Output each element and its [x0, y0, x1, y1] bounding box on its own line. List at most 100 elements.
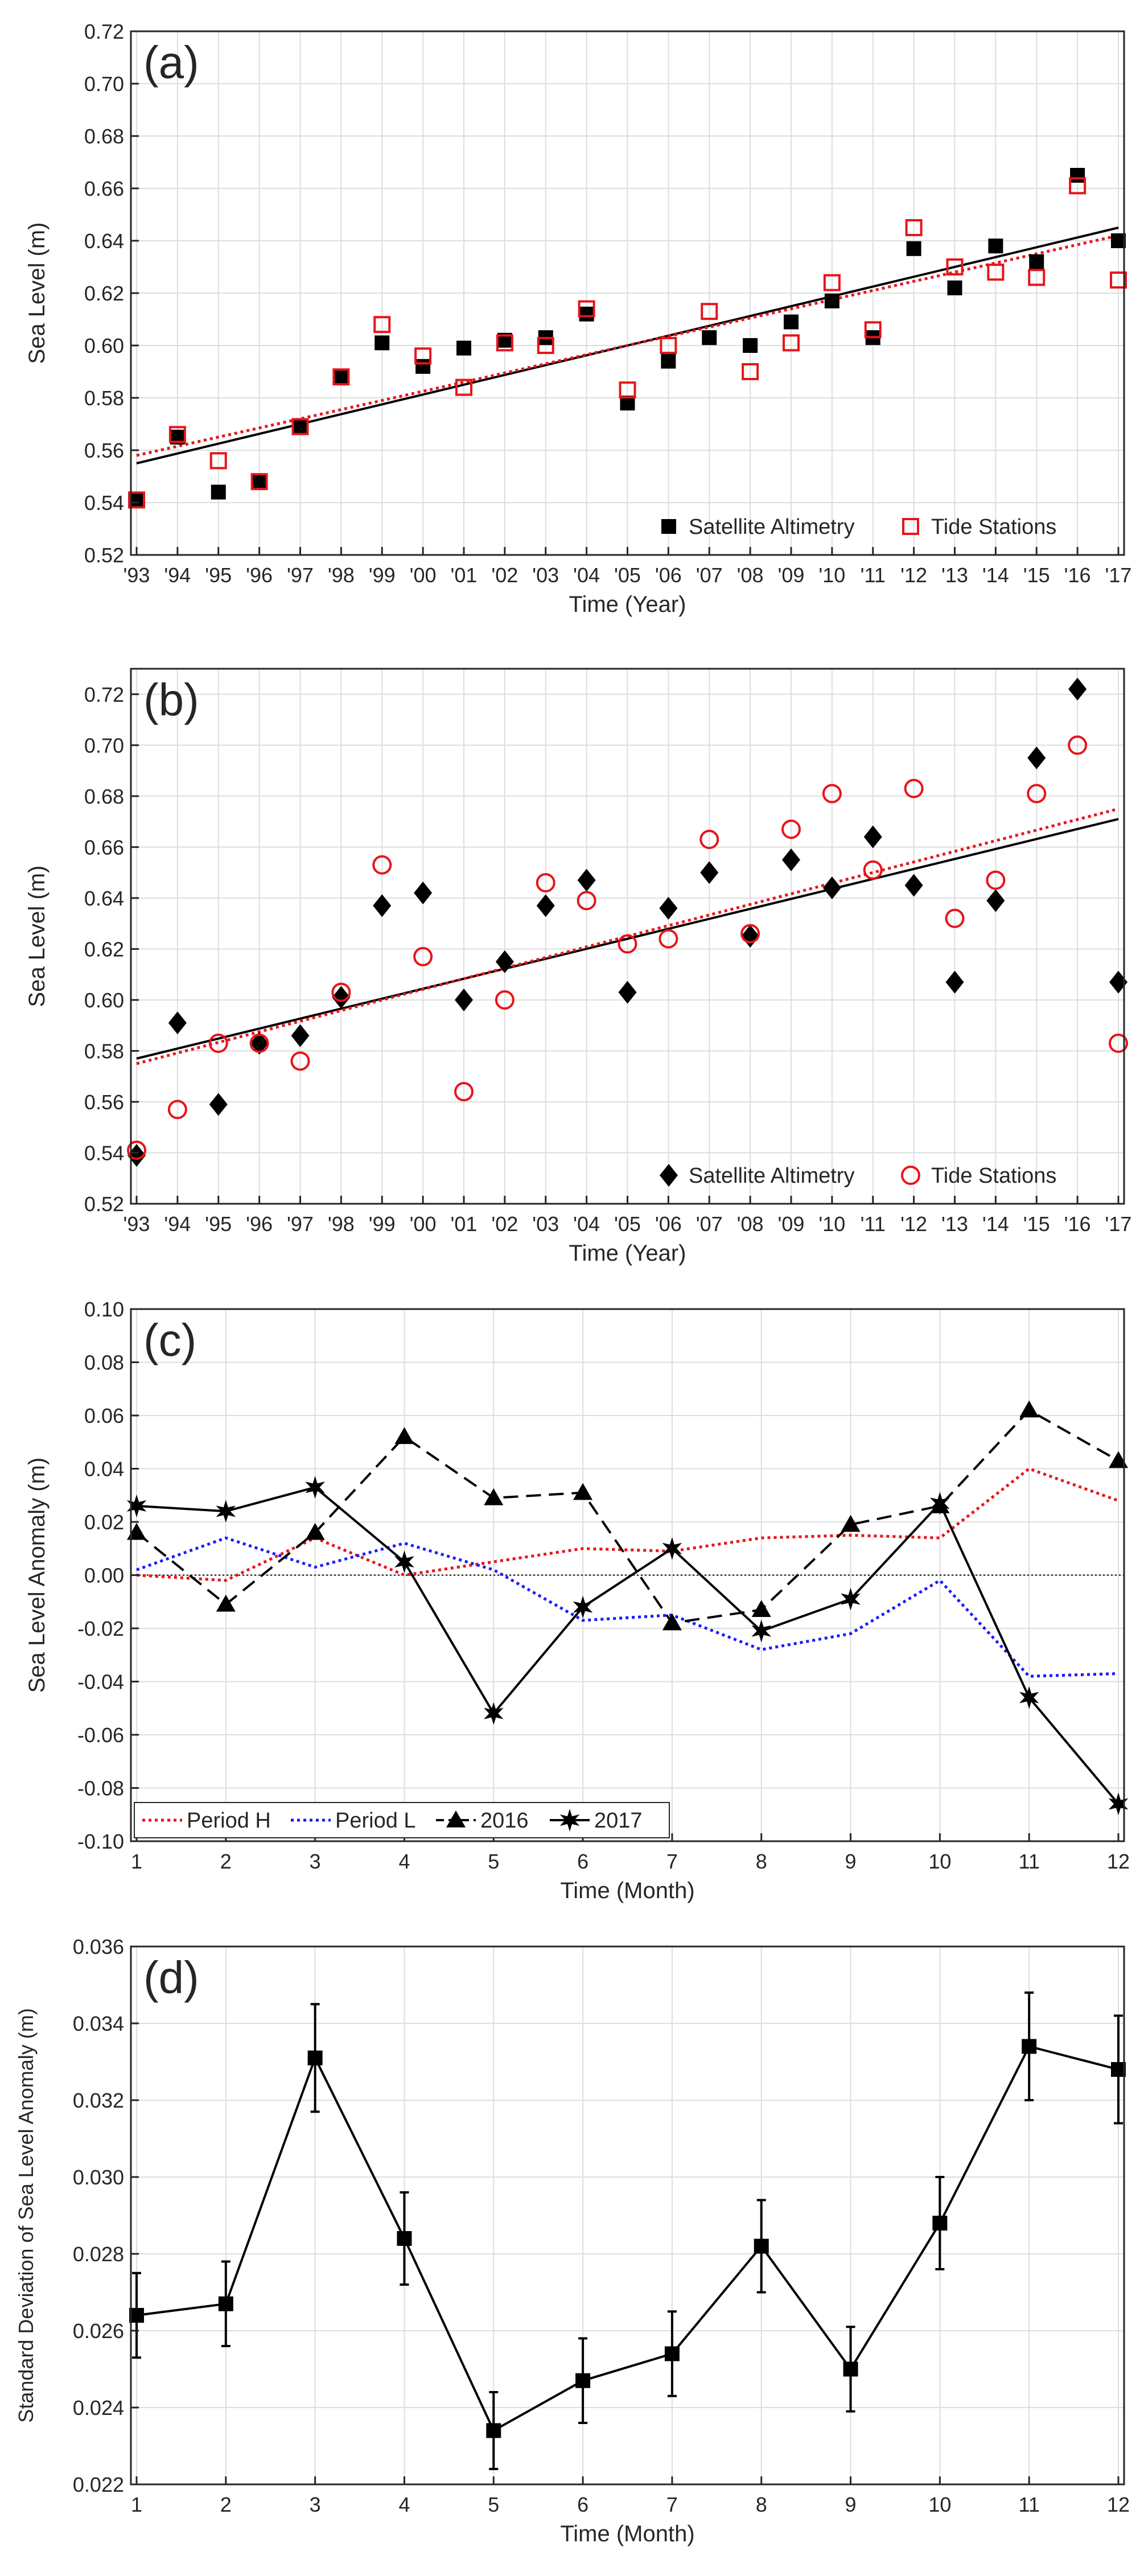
x-tick-label: '15 [1023, 563, 1050, 587]
data-point [660, 337, 677, 354]
legend-marker [902, 518, 919, 535]
data-point [495, 990, 515, 1010]
x-tick-label: '03 [532, 563, 559, 587]
data-point [486, 2423, 501, 2438]
data-point [216, 1594, 236, 1612]
data-point [573, 1595, 593, 1619]
data-point [332, 368, 350, 386]
x-tick-label: '97 [287, 1212, 314, 1236]
data-point [167, 1100, 187, 1120]
y-tick-label: 0.04 [84, 1458, 124, 1481]
x-tick-label: '01 [451, 1212, 478, 1236]
plot-area [131, 1947, 1124, 2484]
data-point [413, 947, 433, 966]
x-tick-label: '93 [124, 563, 150, 587]
data-point [1069, 177, 1087, 195]
x-tick-label: '07 [696, 563, 723, 587]
y-axis-label: Sea Level Anomaly (m) [24, 1458, 50, 1693]
x-axis-label: Time (Month) [560, 2521, 694, 2546]
x-tick-label: '11 [861, 563, 886, 587]
data-point [374, 335, 390, 351]
x-tick-label: '17 [1105, 1212, 1132, 1236]
series-line-2017 [136, 1486, 1120, 1805]
data-point [1027, 784, 1047, 804]
x-tick-label: '15 [1023, 1212, 1050, 1236]
data-point [946, 258, 964, 275]
data-point [822, 784, 842, 804]
data-point [1109, 1034, 1128, 1053]
data-point [863, 860, 883, 880]
y-tick-label: -0.10 [77, 1830, 124, 1853]
x-axis-label: Time (Year) [569, 1241, 686, 1266]
data-point [331, 982, 351, 1002]
y-tick-label: 0.54 [84, 1141, 124, 1164]
data-point [841, 1515, 861, 1532]
data-point [216, 1500, 236, 1523]
legend: Period H Period L 2016 2017 [134, 1802, 670, 1838]
panel-label: (b) [143, 674, 199, 725]
data-point [782, 848, 800, 871]
x-tick-label: 1 [131, 1850, 142, 1873]
data-point [1110, 271, 1127, 289]
data-point [751, 1619, 771, 1643]
y-tick-label: 0.52 [84, 1192, 124, 1216]
x-tick-label: 12 [1107, 1850, 1130, 1873]
x-tick-label: 4 [398, 1850, 410, 1873]
data-point [373, 894, 392, 917]
data-point [700, 861, 719, 884]
data-point [1028, 269, 1046, 286]
data-point [619, 381, 636, 399]
data-point [843, 2361, 858, 2377]
y-tick-label: 0.60 [84, 334, 124, 357]
data-point [218, 2296, 233, 2311]
data-point [863, 825, 882, 849]
data-point [536, 894, 555, 917]
y-tick-label: 0.66 [84, 177, 124, 200]
data-point [743, 338, 758, 353]
legend-entry: Satellite Altimetry [689, 1164, 854, 1188]
data-point [986, 889, 1005, 912]
panel-b: '93 '94 '95 '96 '97 '98 '99 '00 '01 '02 '03 '04 '05 '… [24, 668, 1132, 1266]
x-tick-label: '98 [328, 1212, 355, 1236]
x-tick-label: '13 [941, 563, 968, 587]
x-tick-label: 4 [398, 2493, 410, 2516]
data-point [575, 2373, 591, 2388]
data-point [305, 1476, 325, 1499]
data-point [841, 1587, 861, 1611]
x-tick-label: '09 [778, 1212, 805, 1236]
legend-marker [446, 1810, 466, 1828]
x-tick-label: '16 [1064, 563, 1091, 587]
y-tick-label: 0.54 [84, 491, 124, 515]
x-tick-label: 6 [577, 1850, 588, 1873]
y-tick-label: 0.034 [73, 2012, 124, 2035]
data-point [659, 896, 678, 920]
y-tick-label: 0.68 [84, 125, 124, 148]
data-point [127, 1143, 146, 1167]
data-point [168, 426, 186, 443]
data-point [661, 353, 676, 369]
y-tick-label: 0.028 [73, 2242, 124, 2266]
data-point [291, 1024, 310, 1047]
x-tick-label: '96 [246, 1212, 273, 1236]
data-point [397, 2231, 412, 2246]
data-point [579, 306, 594, 322]
legend-entry: Period H [187, 1809, 271, 1833]
y-tick-label: 0.70 [84, 734, 124, 757]
data-point [293, 419, 308, 434]
y-tick-label: -0.06 [77, 1723, 124, 1747]
legend-marker [559, 1809, 580, 1832]
data-point [742, 363, 759, 380]
y-tick-label: 0.66 [84, 836, 124, 859]
y-axis-label: Sea Level (m) [24, 223, 50, 364]
x-axis-label: Time (Year) [569, 592, 686, 617]
x-tick-label: 8 [756, 1850, 767, 1873]
x-tick-label: '14 [982, 1212, 1009, 1236]
y-tick-label: 0.022 [73, 2473, 124, 2496]
x-tick-label: '95 [205, 563, 232, 587]
data-point [252, 474, 267, 489]
y-tick-label: 0.06 [84, 1404, 124, 1427]
x-tick-label: '08 [737, 563, 764, 587]
data-point [373, 316, 391, 334]
x-tick-label: '94 [164, 563, 191, 587]
data-point [664, 2346, 680, 2361]
